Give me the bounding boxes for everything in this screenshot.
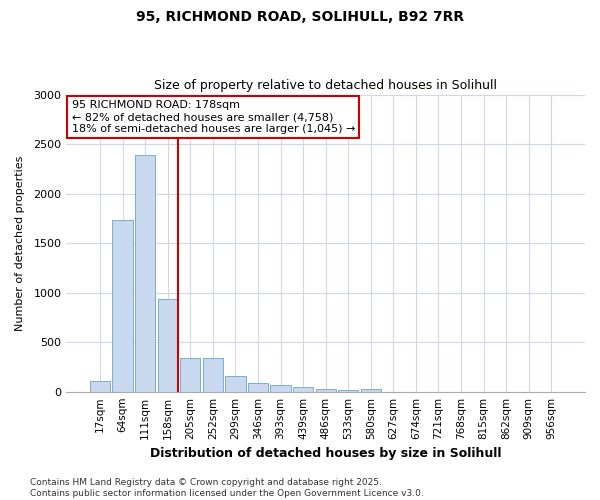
Bar: [180, 358, 200, 392]
X-axis label: Distribution of detached houses by size in Solihull: Distribution of detached houses by size …: [150, 447, 502, 460]
Text: 95, RICHMOND ROAD, SOLIHULL, B92 7RR: 95, RICHMOND ROAD, SOLIHULL, B92 7RR: [136, 10, 464, 24]
Bar: [158, 298, 178, 392]
Bar: [203, 358, 223, 392]
Bar: [271, 384, 290, 392]
Bar: [225, 376, 245, 392]
Bar: [90, 381, 110, 392]
Bar: [135, 155, 155, 392]
Text: 95 RICHMOND ROAD: 178sqm
← 82% of detached houses are smaller (4,758)
18% of sem: 95 RICHMOND ROAD: 178sqm ← 82% of detach…: [71, 100, 355, 134]
Bar: [338, 390, 358, 392]
Bar: [316, 388, 336, 392]
Bar: [248, 383, 268, 392]
Bar: [293, 386, 313, 392]
Text: Contains HM Land Registry data © Crown copyright and database right 2025.
Contai: Contains HM Land Registry data © Crown c…: [30, 478, 424, 498]
Bar: [361, 389, 381, 392]
Y-axis label: Number of detached properties: Number of detached properties: [15, 156, 25, 331]
Title: Size of property relative to detached houses in Solihull: Size of property relative to detached ho…: [154, 79, 497, 92]
Bar: [112, 220, 133, 392]
